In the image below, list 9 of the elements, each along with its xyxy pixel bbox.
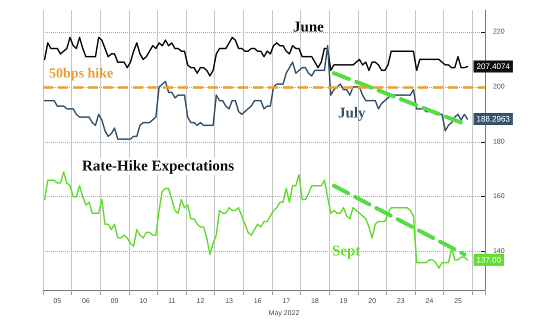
data-label: 207.4074 bbox=[476, 62, 510, 72]
data-label: 137.00 bbox=[476, 255, 502, 264]
series-label: June bbox=[293, 20, 324, 36]
data-label: 188.2963 bbox=[476, 114, 510, 124]
ref-line-label: 50bps hike bbox=[49, 66, 114, 82]
series-label: Sept bbox=[332, 244, 360, 260]
line-series bbox=[44, 44, 468, 140]
annotation: Rate-Hike Expectations bbox=[82, 158, 234, 174]
series-label: July bbox=[338, 106, 366, 122]
